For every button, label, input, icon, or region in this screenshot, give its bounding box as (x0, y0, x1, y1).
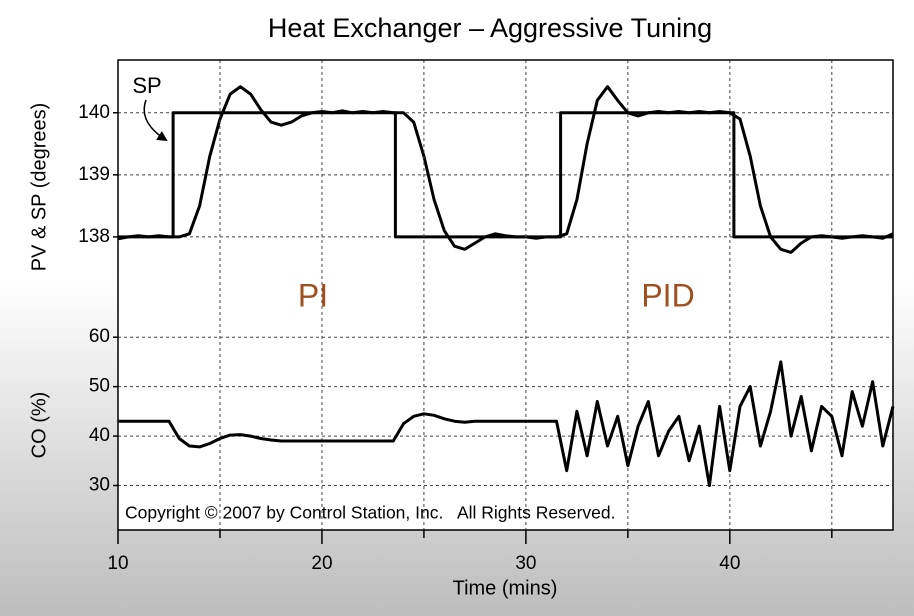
y-tick-label: 140 (78, 102, 110, 123)
y-tick-label: 40 (89, 425, 110, 446)
y-tick-label: 30 (89, 475, 110, 496)
y-axis-label: CO (%) (28, 392, 50, 459)
x-tick-label: 10 (107, 553, 128, 574)
plot-area (118, 60, 893, 530)
y-axis-label: PV & SP (degrees) (28, 103, 50, 272)
plot-frame (117, 59, 894, 531)
y-tick-label: 50 (89, 376, 110, 397)
y-tick-label: 138 (78, 226, 110, 247)
y-tick-label: 139 (78, 164, 110, 185)
data-line (118, 111, 893, 239)
x-tick-label: 30 (515, 553, 536, 574)
annotation-arrow (143, 99, 168, 142)
copyright: Copyright © 2007 by Control Station, Inc… (125, 503, 616, 523)
y-tick-label: 60 (89, 326, 110, 347)
annotation: SP (132, 73, 161, 98)
x-tick-label: 40 (719, 553, 740, 574)
chart-title: Heat Exchanger – Aggressive Tuning (268, 13, 712, 43)
x-axis-label: Time (mins) (453, 577, 558, 599)
annotation: PI (298, 277, 328, 313)
data-line (118, 360, 895, 487)
annotation: PID (641, 277, 694, 313)
x-tick-label: 20 (311, 553, 332, 574)
